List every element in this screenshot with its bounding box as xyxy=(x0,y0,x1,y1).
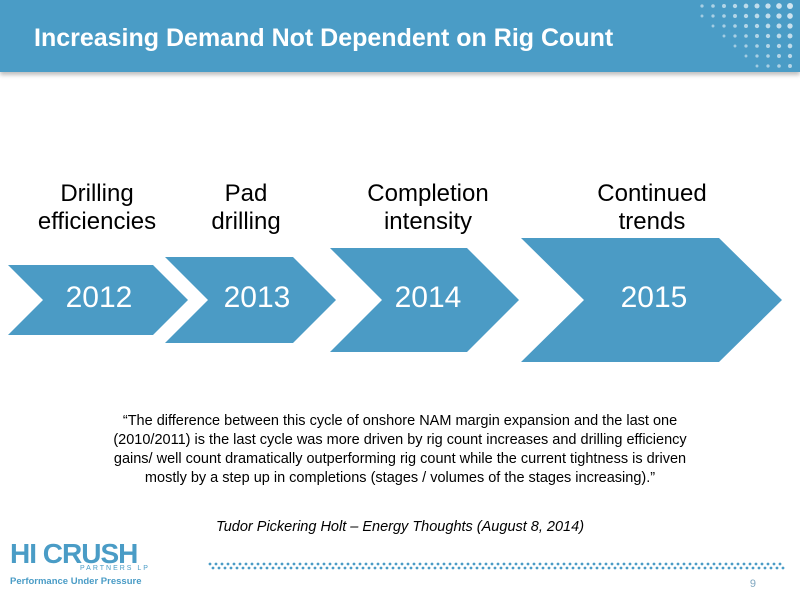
quote-text: “The difference between this cycle of on… xyxy=(113,413,687,486)
footer-dotted-line xyxy=(208,562,785,570)
step-label-2014: Completion intensity xyxy=(328,180,528,236)
year-2015: 2015 xyxy=(620,281,688,314)
year-2013: 2013 xyxy=(223,281,291,314)
step-label-2013: Pad drilling xyxy=(146,180,346,236)
chevron-2013 xyxy=(165,257,336,343)
step-label-line2: efficiencies xyxy=(37,208,157,235)
logo-tagline: Performance Under Pressure xyxy=(10,576,142,587)
title-bar: Increasing Demand Not Dependent on Rig C… xyxy=(0,0,800,72)
step-label-2012: Drilling efficiencies xyxy=(0,180,197,236)
chevron-2014 xyxy=(330,248,519,352)
chevron-2012 xyxy=(8,265,188,335)
step-label-line1: Pad xyxy=(224,180,268,207)
company-logo: HI CRUSH PARTNERS LP Performance Under P… xyxy=(10,538,160,593)
step-label-line2: trends xyxy=(618,208,686,235)
step-label-2015: Continued trends xyxy=(552,180,752,236)
step-label-line2: intensity xyxy=(383,208,473,235)
slide-title: Increasing Demand Not Dependent on Rig C… xyxy=(34,24,614,52)
step-label-line1: Drilling xyxy=(60,180,134,207)
decorative-dots-pattern xyxy=(700,3,793,68)
chevron-2015 xyxy=(521,238,782,362)
quote-source: Tudor Pickering Holt – Energy Thoughts (… xyxy=(215,519,585,535)
logo-wordmark: HI CRUSH xyxy=(10,538,138,569)
step-label-line1: Continued xyxy=(597,180,707,207)
page-number: 9 xyxy=(749,578,756,590)
year-2014: 2014 xyxy=(394,281,462,314)
logo-subtitle: PARTNERS LP xyxy=(80,565,150,572)
year-2012: 2012 xyxy=(65,281,133,314)
step-label-line1: Completion xyxy=(367,180,489,207)
step-label-line2: drilling xyxy=(211,208,281,235)
